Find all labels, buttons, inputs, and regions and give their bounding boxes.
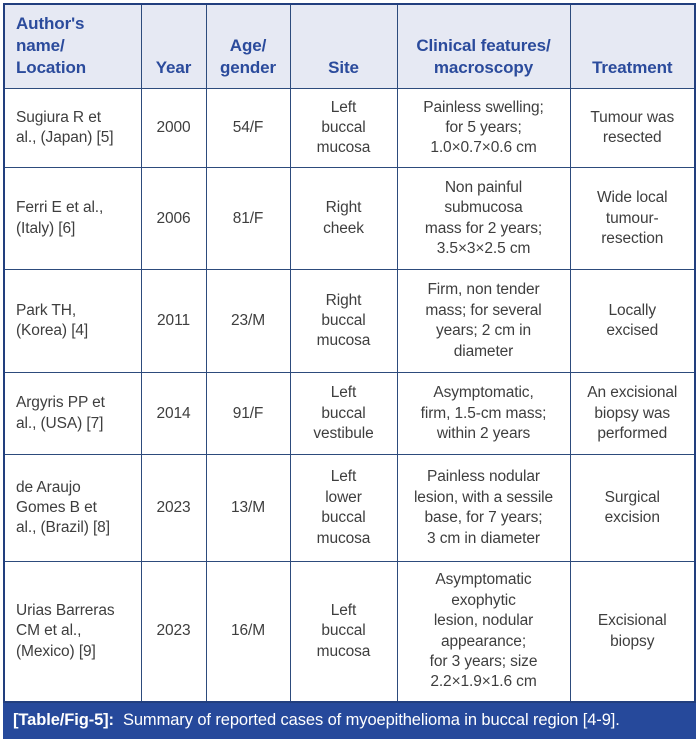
cell-site: Left buccal mucosa <box>289 88 398 169</box>
cell-site: Left lower buccal mucosa <box>289 454 398 563</box>
column-header-site: Site <box>289 3 398 90</box>
cell-age-gender: 91/F <box>205 372 291 456</box>
cell-site: Left buccal mucosa <box>289 561 398 703</box>
cell-age-gender: 23/M <box>205 269 291 374</box>
cell-year: 2006 <box>140 167 207 271</box>
cell-treatment: An excisional biopsy was performed <box>569 372 696 456</box>
cell-year: 2011 <box>140 269 207 374</box>
cell-site: Right buccal mucosa <box>289 269 398 374</box>
cell-author: Park TH, (Korea) [4] <box>3 269 142 374</box>
cell-age-gender: 16/M <box>205 561 291 703</box>
cell-author: Ferri E et al., (Italy) [6] <box>3 167 142 271</box>
cell-author: Argyris PP et al., (USA) [7] <box>3 372 142 456</box>
cell-author: Sugiura R et al., (Japan) [5] <box>3 88 142 169</box>
cell-age-gender: 81/F <box>205 167 291 271</box>
cell-age-gender: 54/F <box>205 88 291 169</box>
cell-year: 2014 <box>140 372 207 456</box>
cell-site: Left buccal vestibule <box>289 372 398 456</box>
cell-site: Right cheek <box>289 167 398 271</box>
table-row: Sugiura R et al., (Japan) [5] 2000 54/F … <box>3 88 696 169</box>
table-row: Park TH, (Korea) [4] 2011 23/M Right buc… <box>3 269 696 374</box>
cell-treatment: Locally excised <box>569 269 696 374</box>
case-summary-table: Author's name/ Location Year Age/ gender… <box>3 3 696 703</box>
table-row: Ferri E et al., (Italy) [6] 2006 81/F Ri… <box>3 167 696 271</box>
cell-year: 2023 <box>140 454 207 563</box>
column-header-treatment: Treatment <box>569 3 696 90</box>
caption-label: [Table/Fig-5]: <box>13 711 114 730</box>
cell-year: 2000 <box>140 88 207 169</box>
cell-age-gender: 13/M <box>205 454 291 563</box>
cell-treatment: Surgical excision <box>569 454 696 563</box>
cell-clinical-features: Asymptomatic, firm, 1.5-cm mass; within … <box>396 372 571 456</box>
cell-clinical-features: Painless swelling; for 5 years; 1.0×0.7×… <box>396 88 571 169</box>
cell-clinical-features: Painless nodular lesion, with a sessile … <box>396 454 571 563</box>
cell-year: 2023 <box>140 561 207 703</box>
column-header-author: Author's name/ Location <box>3 3 142 90</box>
caption-text: Summary of reported cases of myoepitheli… <box>122 711 620 730</box>
cell-clinical-features: Firm, non tender mass; for several years… <box>396 269 571 374</box>
cell-clinical-features: Non painful submucosa mass for 2 years; … <box>396 167 571 271</box>
cell-clinical-features: Asymptomatic exophytic lesion, nodular a… <box>396 561 571 703</box>
cell-treatment: Tumour was resected <box>569 88 696 169</box>
table-row: Urias Barreras CM et al., (Mexico) [9] 2… <box>3 561 696 703</box>
column-header-age-gender: Age/ gender <box>205 3 291 90</box>
table-caption-bar: [Table/Fig-5]: Summary of reported cases… <box>3 702 696 739</box>
column-header-clinical-features: Clinical features/ macroscopy <box>396 3 571 90</box>
table-row: Argyris PP et al., (USA) [7] 2014 91/F L… <box>3 372 696 456</box>
cell-treatment: Wide local tumour- resection <box>569 167 696 271</box>
figure-container: Author's name/ Location Year Age/ gender… <box>3 3 696 739</box>
table-header-row: Author's name/ Location Year Age/ gender… <box>3 3 696 90</box>
cell-author: de Araujo Gomes B et al., (Brazil) [8] <box>3 454 142 563</box>
column-header-year: Year <box>140 3 207 90</box>
cell-treatment: Excisional biopsy <box>569 561 696 703</box>
cell-author: Urias Barreras CM et al., (Mexico) [9] <box>3 561 142 703</box>
table-row: de Araujo Gomes B et al., (Brazil) [8] 2… <box>3 454 696 563</box>
